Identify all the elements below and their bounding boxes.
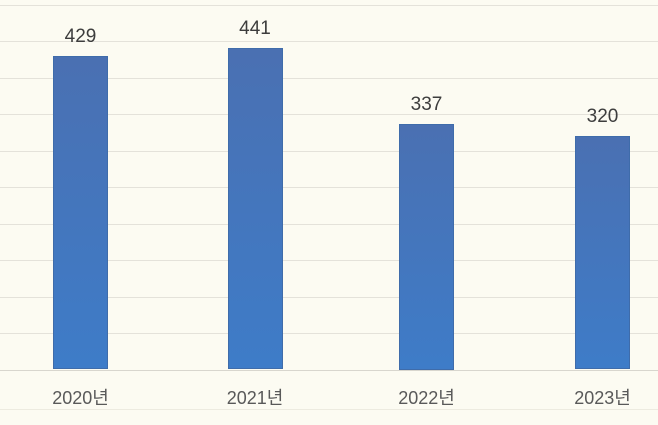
bar	[53, 56, 108, 370]
category-label: 2022년	[398, 388, 455, 408]
value-label: 429	[64, 26, 97, 48]
category-label: 2021년	[226, 388, 284, 408]
value-label: 337	[410, 93, 443, 115]
category-label: 2023년	[574, 388, 631, 408]
gridline-below-axis	[0, 409, 658, 410]
gridline	[0, 4, 658, 6]
value-label: 441	[239, 17, 271, 39]
gridline	[0, 260, 658, 261]
gridline	[0, 114, 658, 115]
gridline	[0, 77, 658, 79]
gridline	[0, 223, 658, 225]
gridline	[0, 296, 658, 298]
x-axis-line	[0, 369, 658, 371]
gridline	[0, 333, 658, 334]
bar	[227, 47, 283, 370]
gridline	[0, 150, 658, 152]
gridline	[0, 187, 658, 188]
value-label: 320	[586, 105, 619, 127]
bar	[575, 135, 630, 370]
category-label: 2020년	[52, 388, 109, 408]
bar	[399, 123, 454, 370]
gridline	[0, 41, 658, 42]
